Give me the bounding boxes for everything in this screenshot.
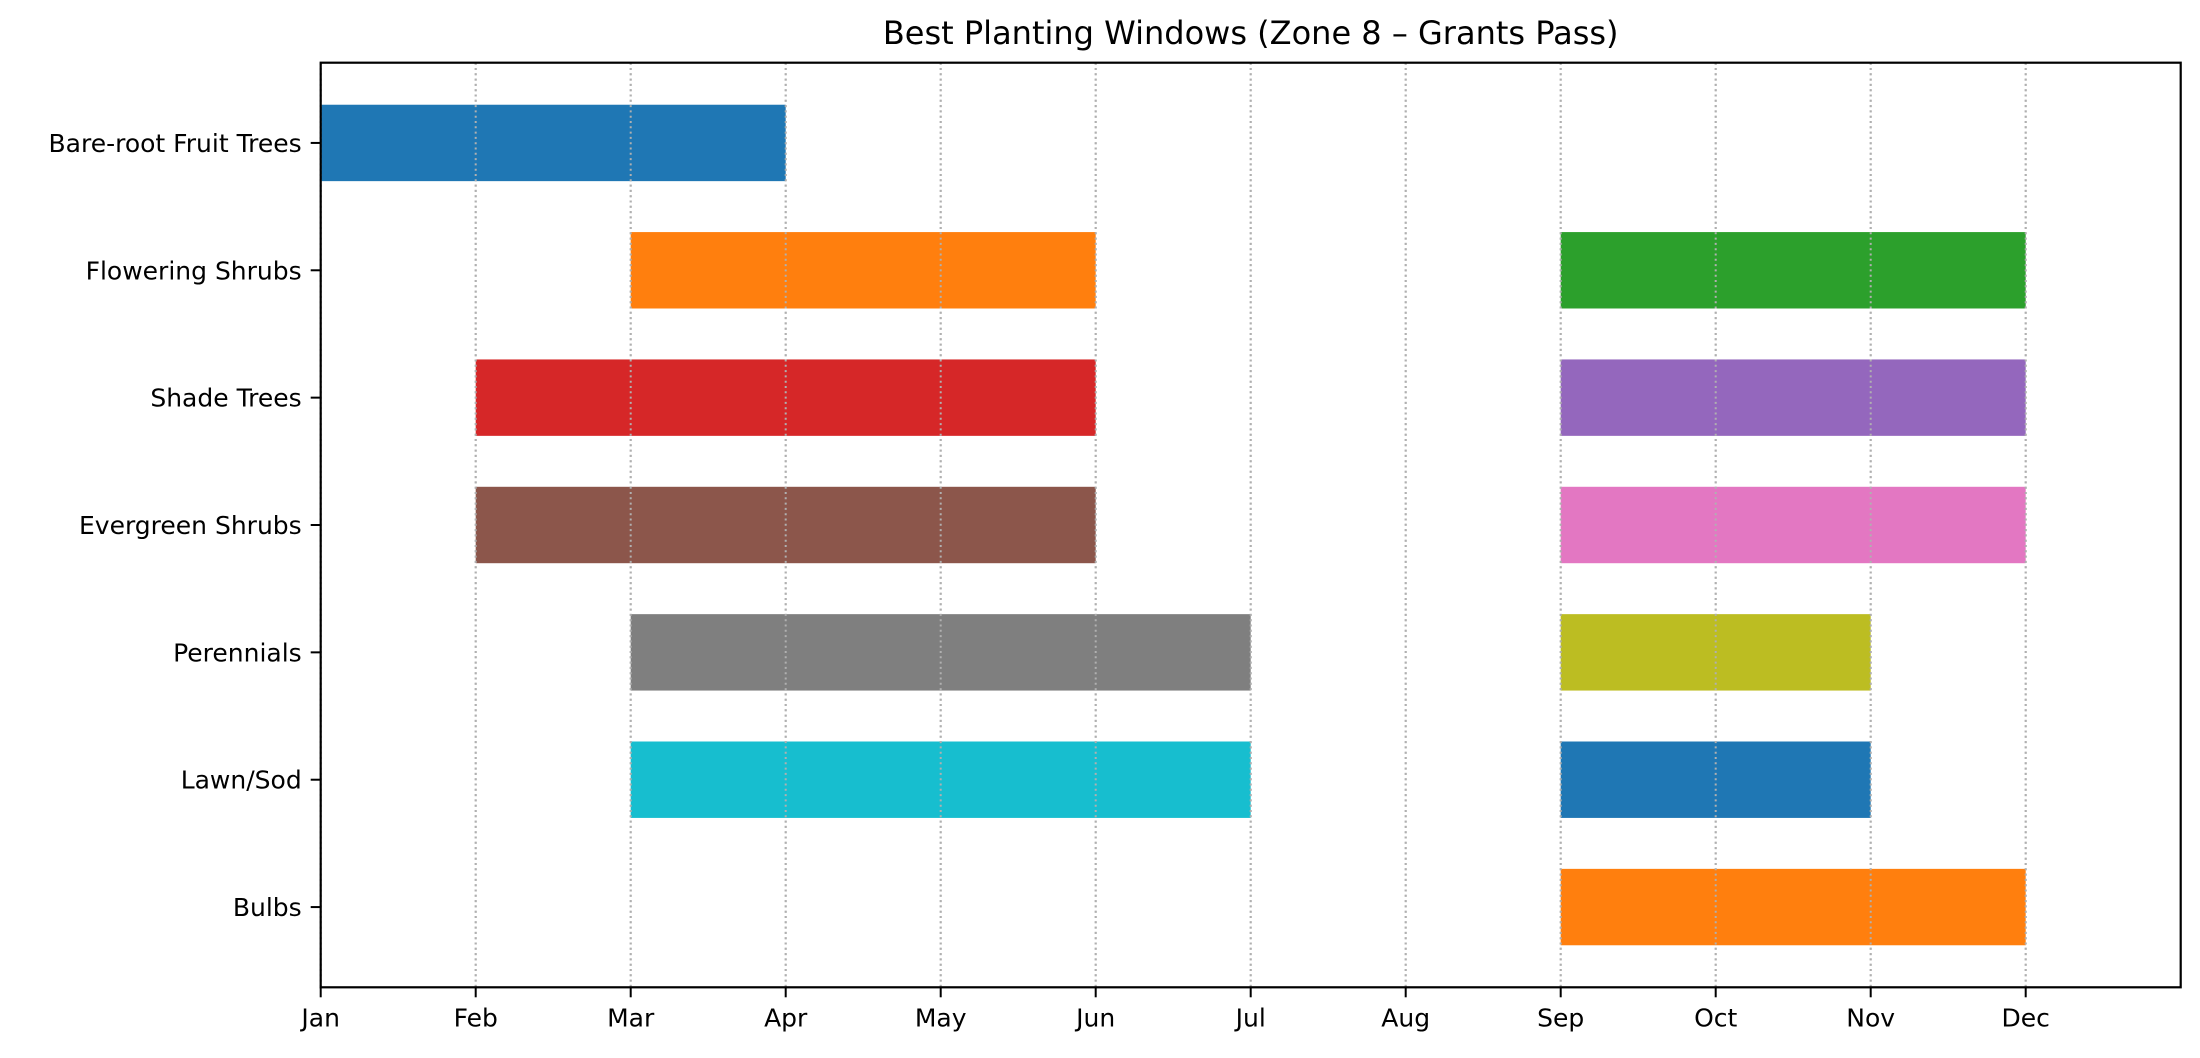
- bar-bulbs-sep-dec: [1560, 868, 2026, 946]
- y-tick-label: Lawn/Sod: [181, 766, 302, 795]
- y-tick-label: Flowering Shrubs: [86, 256, 302, 285]
- x-tick-label: Aug: [1381, 1003, 1430, 1032]
- x-tick-label: Oct: [1694, 1003, 1737, 1032]
- y-tick-label: Evergreen Shrubs: [79, 511, 302, 540]
- bars: [320, 104, 2026, 946]
- x-axis: Jan Feb Mar Apr May Jun Jul Aug Sep Oct Nov Dec: [299, 987, 2050, 1032]
- x-tick-label: Jul: [1234, 1003, 1266, 1032]
- x-tick-label: Jan: [299, 1003, 340, 1032]
- x-tick-label: Apr: [764, 1003, 808, 1032]
- chart-title: Best Planting Windows (Zone 8 – Grants P…: [883, 14, 1619, 52]
- x-tick-label: May: [915, 1003, 967, 1032]
- x-tick-label: Mar: [607, 1003, 655, 1032]
- bar-bare-root-fruit-trees-jan-apr: [320, 104, 786, 182]
- x-tick-label: Dec: [2002, 1003, 2050, 1032]
- y-tick-label: Perennials: [173, 638, 302, 667]
- x-tick-label: Nov: [1846, 1003, 1895, 1032]
- bar-flowering-shrubs-sep-dec: [1560, 232, 2026, 309]
- x-tick-label: Jun: [1074, 1003, 1115, 1032]
- y-tick-label: Bulbs: [233, 893, 302, 922]
- bar-evergreen-shrubs-sep-dec: [1560, 486, 2026, 564]
- y-tick-label: Bare-root Fruit Trees: [49, 129, 302, 158]
- y-axis: Bare-root Fruit Trees Flowering Shrubs Sha…: [49, 129, 321, 922]
- x-tick-label: Sep: [1537, 1003, 1584, 1032]
- y-tick-label: Shade Trees: [150, 384, 301, 413]
- bar-flowering-shrubs-mar-jun: [630, 232, 1096, 309]
- bar-shade-trees-sep-dec: [1560, 359, 2026, 436]
- x-tick-label: Feb: [454, 1003, 498, 1032]
